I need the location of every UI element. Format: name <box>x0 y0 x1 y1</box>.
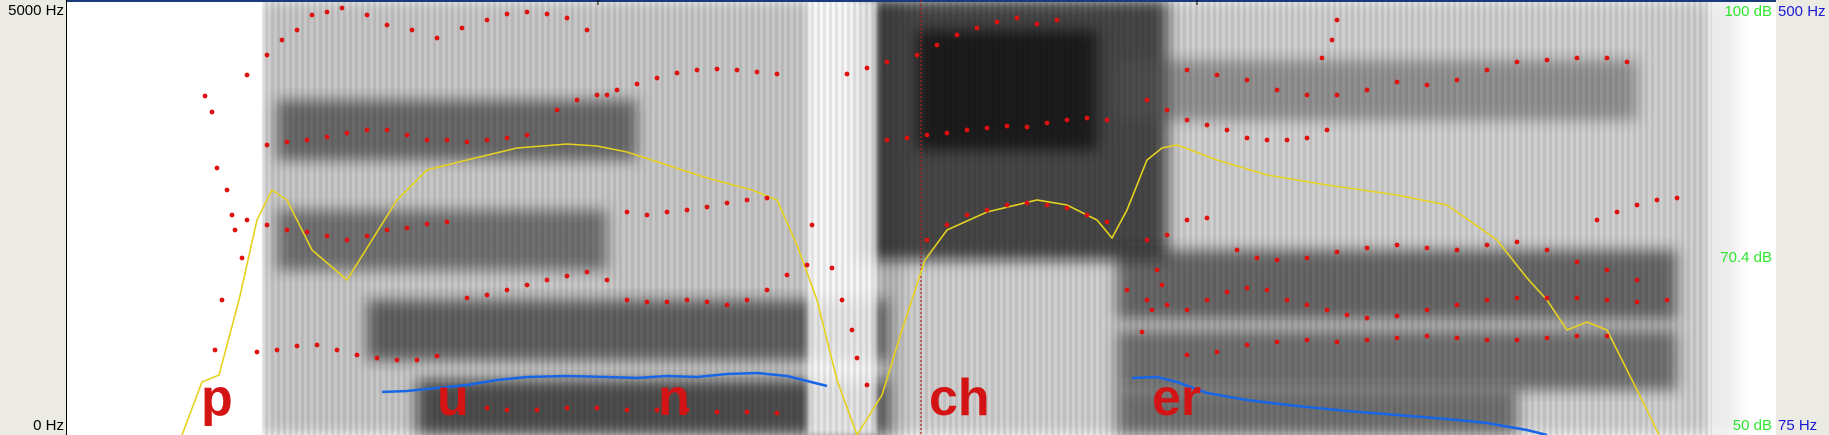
intensity-curve <box>181 143 1660 435</box>
segment-label: ch <box>929 369 990 427</box>
segment-label: n <box>658 369 690 427</box>
right-axis-panel <box>1776 0 1829 435</box>
pitch-bottom-label: 75 Hz <box>1778 417 1818 434</box>
intensity-mid-label: 70.4 dB <box>1720 249 1772 266</box>
intensity-bottom-label: 50 dB <box>1732 417 1772 434</box>
pitch-curve <box>1131 375 1548 435</box>
pitch-top-label: 500 Hz <box>1778 3 1826 20</box>
left-axis-panel <box>0 0 67 435</box>
spectrogram-panel[interactable]: p u n ch er <box>67 0 1776 435</box>
segment-label: er <box>1152 369 1202 427</box>
frequency-top-label: 5000 Hz <box>8 2 64 19</box>
plot-left-border <box>66 0 67 435</box>
frequency-bottom-label: 0 Hz <box>33 417 64 434</box>
formant-track <box>202 5 1680 416</box>
spectrogram-canvas <box>67 0 1776 435</box>
pitch-curve <box>381 371 828 394</box>
spectrogram-energy <box>67 0 1776 435</box>
segment-label: p <box>201 369 233 427</box>
segment-label: u <box>437 369 469 427</box>
intensity-top-label: 100 dB <box>1724 3 1772 20</box>
